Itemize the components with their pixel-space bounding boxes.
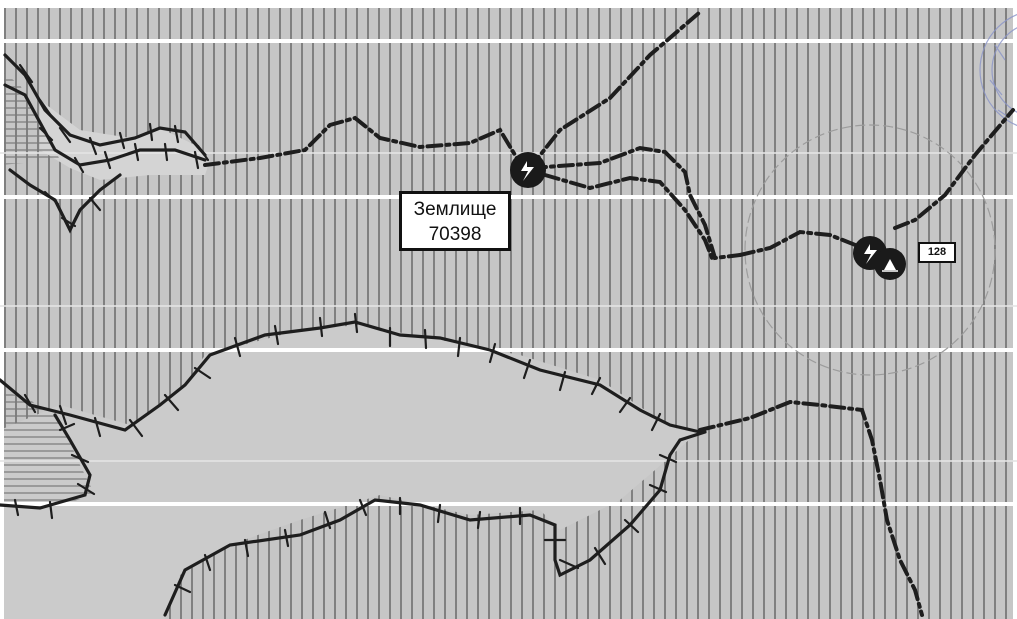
boundary-line-top-right bbox=[893, 108, 1015, 230]
barbed-line-lower bbox=[0, 413, 92, 510]
barbed-ticks bbox=[13, 63, 678, 594]
lightning-bolt-icon bbox=[864, 244, 877, 264]
barbed-line-top-left-2 bbox=[3, 83, 207, 167]
boundary-line-to-marker bbox=[738, 229, 870, 257]
boundary-line-top-left bbox=[203, 115, 520, 167]
tower-icon bbox=[884, 259, 896, 270]
boundary-line-center-lower bbox=[543, 173, 714, 260]
light-parcel-lower-middle bbox=[0, 325, 700, 619]
boundary-line-right-descending bbox=[698, 399, 924, 617]
parcel-number: 70398 bbox=[428, 224, 482, 245]
boundary-line-to-top bbox=[528, 10, 702, 170]
dash-dot-lines bbox=[203, 10, 1015, 617]
hatched-water-left-top bbox=[0, 70, 60, 165]
parcel-label: Землище 70398 bbox=[399, 191, 511, 251]
lightning-bolt-icon bbox=[521, 161, 534, 181]
transformer-marker-1 bbox=[510, 152, 546, 188]
barbed-line-middle bbox=[0, 320, 702, 434]
marker-number-label: 128 bbox=[918, 242, 956, 263]
barbed-line-top-left-3 bbox=[8, 168, 122, 234]
boundary-line-center-loop bbox=[530, 145, 742, 261]
barbed-line-bottom bbox=[163, 430, 707, 617]
pole-marker bbox=[874, 248, 906, 280]
hatched-water-left-bottom bbox=[0, 390, 95, 505]
faint-bands bbox=[0, 152, 1017, 462]
parcel-name: Землище bbox=[413, 199, 497, 220]
protection-zone-circle bbox=[744, 124, 996, 376]
